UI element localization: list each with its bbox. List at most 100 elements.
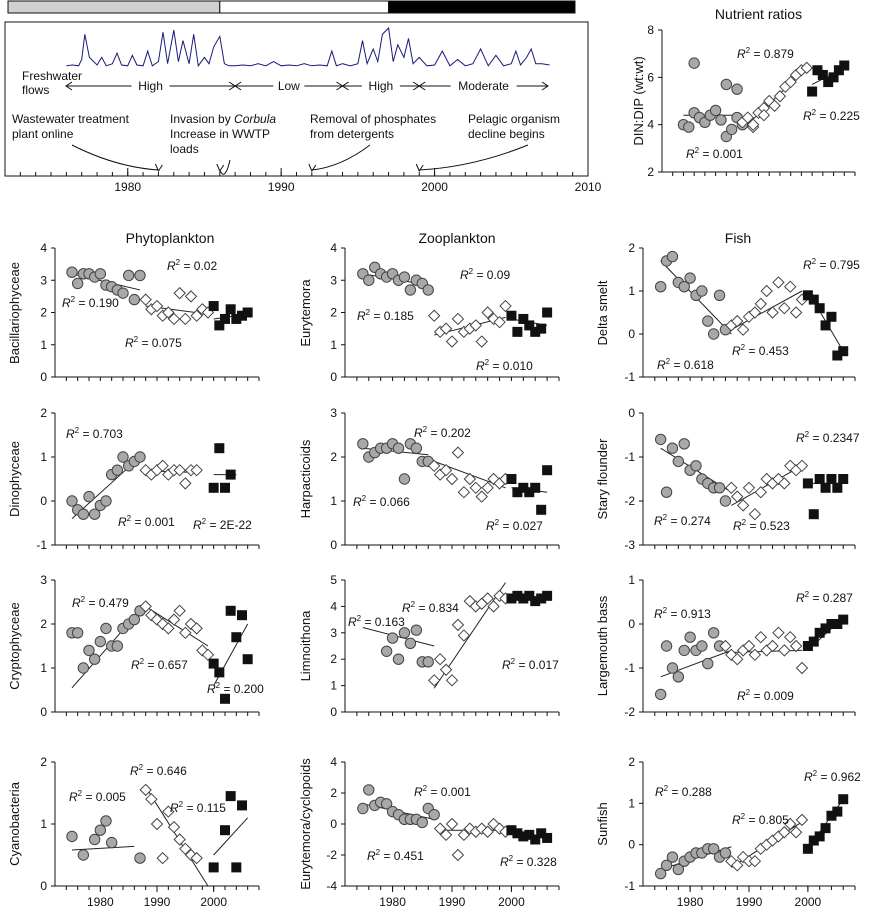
data-point-circle: [134, 269, 146, 282]
data-point-circle: [702, 315, 714, 327]
event-label: Removal of phosphates: [310, 112, 436, 126]
data-point-square: [506, 310, 517, 321]
data-point-circle: [666, 662, 679, 674]
data-point-diamond: [463, 472, 477, 486]
fit-line: [71, 845, 135, 851]
data-point-square: [542, 832, 553, 843]
data-point-square: [802, 290, 813, 301]
data-point-circle: [709, 104, 722, 117]
data-point-circle: [713, 289, 726, 301]
y-axis-label: Stary flounder: [595, 438, 610, 520]
timeline-frame: [4, 21, 589, 177]
data-point-diamond: [719, 639, 732, 653]
r-squared-label: R2 = 0.913: [654, 606, 711, 621]
data-point-circle: [66, 495, 78, 507]
y-tick-label: 0: [40, 705, 47, 719]
chart-panel: 0 1 2 3 Cryptophyceae R2 = 0.479 R2 = 0.657 R2 …: [7, 573, 264, 719]
data-point-diamond: [475, 490, 488, 503]
data-point-circle: [404, 637, 417, 650]
arrow-head: [65, 81, 73, 91]
data-point-circle: [410, 442, 423, 454]
data-point-square: [839, 60, 850, 71]
chart-panel: -1 0 1 2 1980 1990 2000 Sunfish R2 = 0.962 R2 = 0…: [595, 755, 861, 909]
y-axis-label: Dinophyceae: [7, 441, 22, 517]
data-point-square: [826, 810, 837, 821]
event-connector: [311, 144, 371, 171]
y-tick-label: 2: [40, 755, 47, 769]
data-point-square: [524, 590, 535, 601]
y-tick-label: 1: [330, 679, 337, 693]
data-point-circle: [660, 859, 673, 872]
data-point-diamond: [433, 652, 447, 666]
data-point-circle: [666, 442, 679, 454]
x-tick-label: 2000: [498, 895, 525, 909]
data-point-square: [214, 667, 225, 678]
timeline-tick-label: 2000: [421, 180, 448, 194]
data-point-square: [231, 632, 242, 643]
data-point-circle: [725, 123, 738, 136]
data-point-diamond: [766, 306, 779, 319]
flow-label: flows: [22, 83, 49, 97]
data-point-diamond: [795, 813, 809, 827]
event-label: Pelagic organism: [468, 112, 560, 126]
data-point-diamond: [439, 663, 453, 676]
data-point-square: [506, 593, 517, 604]
era-bar-segment: [7, 0, 221, 14]
data-point-diamond: [499, 299, 512, 313]
x-tick-label: 1980: [379, 895, 406, 909]
data-point-diamond: [179, 842, 192, 856]
y-tick-label: 1: [40, 661, 47, 675]
r-squared-label: R2 = 0.879: [737, 46, 794, 61]
data-point-circle: [666, 250, 679, 263]
data-point-square: [832, 619, 843, 629]
r-squared-label: R2 = 0.328: [500, 854, 557, 869]
data-point-circle: [688, 57, 700, 69]
data-point-diamond: [139, 293, 152, 306]
data-point-diamond: [173, 833, 186, 846]
data-point-diamond: [748, 306, 762, 319]
data-point-diamond: [741, 111, 754, 124]
y-tick-label: 3: [40, 273, 47, 287]
event-label: Increase in WWTP: [170, 127, 270, 141]
data-point-circle: [410, 624, 423, 636]
data-point-square: [220, 693, 230, 704]
data-point-square: [225, 791, 236, 802]
fit-line: [731, 465, 803, 506]
x-tick-label: 1990: [144, 895, 171, 909]
data-point-diamond: [487, 600, 500, 613]
data-point-diamond: [150, 299, 164, 313]
y-tick-label: 2: [40, 617, 47, 631]
x-tick-label: 1990: [439, 895, 466, 909]
y-tick-label: 6: [647, 70, 654, 84]
data-point-square: [536, 593, 547, 604]
y-axis-label: Harpacticoids: [298, 439, 313, 518]
data-point-square: [823, 77, 834, 88]
flow-period-label-bg: [361, 78, 400, 92]
data-point-square: [536, 828, 547, 839]
y-tick-label: 1: [628, 284, 635, 298]
data-point-diamond: [162, 805, 175, 818]
r-squared-label: R2 = 0.805: [732, 812, 789, 827]
data-point-circle: [696, 640, 708, 652]
data-point-circle: [363, 274, 375, 286]
data-point-circle: [71, 277, 84, 290]
data-point-diamond: [451, 618, 465, 632]
data-point-diamond: [173, 604, 186, 618]
data-point-diamond: [748, 507, 762, 521]
data-point-square: [536, 504, 547, 515]
x-tick-label: 1980: [677, 895, 704, 909]
fit-line: [213, 817, 249, 856]
data-point-circle: [707, 627, 720, 639]
data-point-diamond: [754, 485, 767, 499]
data-point-circle: [690, 460, 702, 472]
data-point-circle: [731, 83, 743, 95]
data-point-circle: [672, 455, 685, 468]
chart-panel: 0 1 2 3 Harpacticoids R2 = 0.202 R2 = 0.066 R2 …: [298, 406, 560, 552]
data-point-diamond: [457, 485, 471, 499]
y-tick-label: 1: [330, 338, 337, 352]
r-squared-label: R2 = 0.202: [414, 425, 471, 440]
data-point-circle: [707, 328, 720, 340]
data-point-diamond: [795, 661, 809, 675]
era-bar-segment: [219, 0, 390, 14]
y-tick-label: 1: [40, 450, 47, 464]
